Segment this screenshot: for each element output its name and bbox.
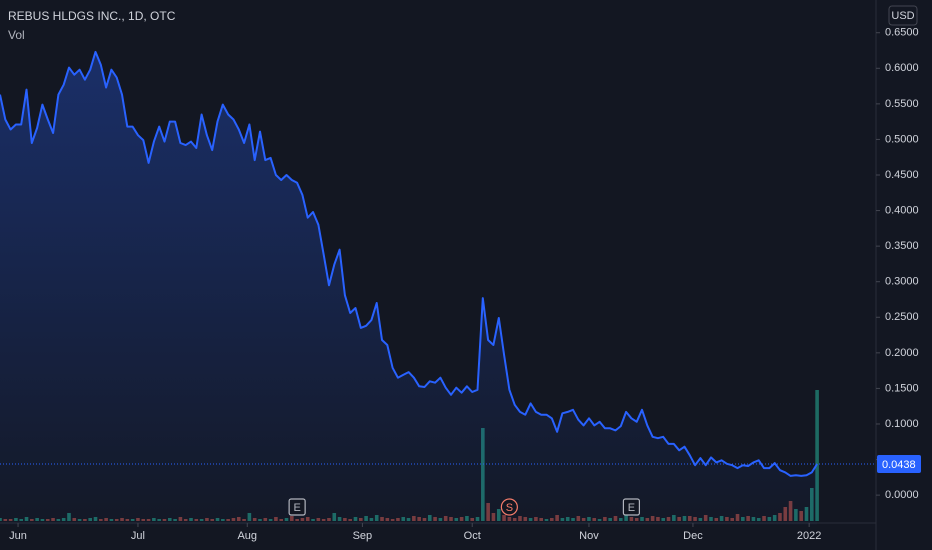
y-tick-label: 0.1000: [885, 418, 919, 430]
y-tick-label: 0.3500: [885, 240, 919, 252]
volume-bar: [815, 390, 819, 521]
event-marker: [500, 498, 518, 516]
x-tick-label: Nov: [579, 530, 599, 542]
y-tick-label: 0.5500: [885, 98, 919, 110]
y-tick-label: 0.4500: [885, 169, 919, 181]
plot: [0, 50, 876, 526]
x-tick-label: 2022: [797, 530, 821, 542]
x-tick-label: Jul: [131, 530, 145, 542]
currency-box[interactable]: [888, 5, 918, 26]
volume-label: Vol: [8, 28, 25, 42]
x-tick-label: Sep: [353, 530, 373, 542]
x-tick-label: Aug: [237, 530, 257, 542]
y-tick-label: 0.4000: [885, 204, 919, 216]
y-tick-label: 0.1500: [885, 382, 919, 394]
y-tick-label: 0.3000: [885, 276, 919, 288]
price-line: [0, 50, 818, 477]
y-tick-label: 0.2000: [885, 347, 919, 359]
x-tick-label: Jun: [9, 530, 27, 542]
event-marker: [288, 498, 306, 516]
y-tick-label: 0.2500: [885, 311, 919, 323]
y-tick-label: 0.5000: [885, 133, 919, 145]
area-fill: [0, 51, 818, 526]
x-tick-label: Dec: [683, 530, 703, 542]
x-tick-label: Oct: [464, 530, 481, 542]
last-price-label: 0.0438: [882, 459, 916, 471]
y-tick-label: 0.6500: [885, 27, 919, 39]
event-label: E: [628, 502, 635, 514]
y-tick-label: 0.6000: [885, 62, 919, 74]
chart-title: REBUS HLDGS INC., 1D, OTC: [8, 9, 176, 23]
currency[interactable]: USD: [891, 10, 914, 22]
event-marker: [622, 498, 640, 516]
event-label: E: [293, 502, 300, 514]
event-label: S: [506, 502, 513, 514]
last-price-box: [877, 454, 921, 473]
y-tick-label: 0.0000: [885, 489, 919, 501]
